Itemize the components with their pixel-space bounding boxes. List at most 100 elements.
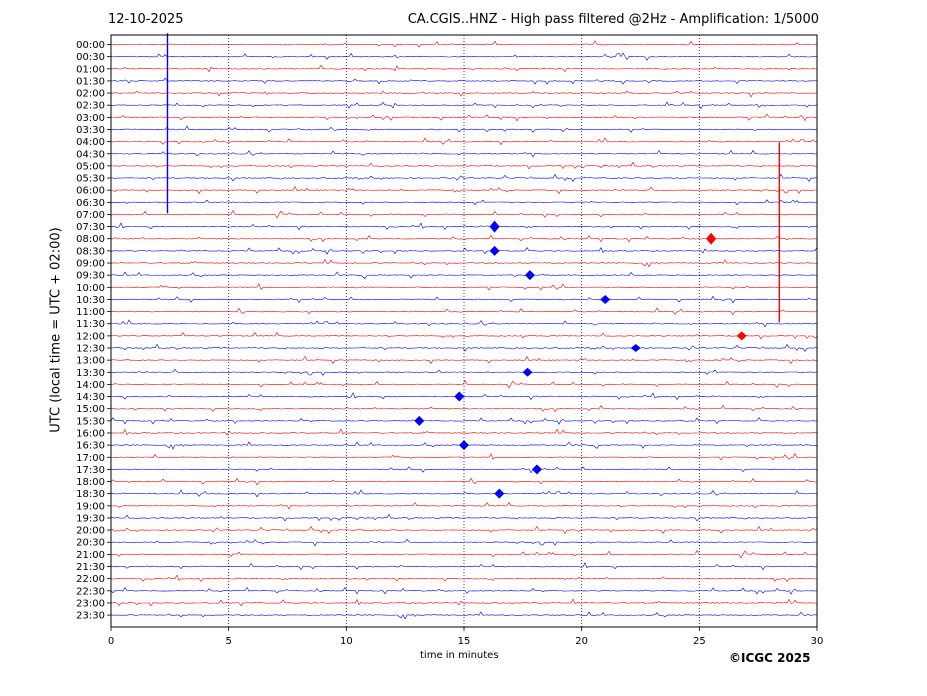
y-tick-label: 11:00 [76,307,105,318]
y-tick-label: 10:00 [76,283,105,294]
x-tick-label: 10 [340,636,353,647]
y-tick-label: 03:30 [76,125,105,136]
copyright-label: ©ICGC 2025 [729,651,811,665]
y-tick-label: 00:30 [76,52,105,63]
event-burst [706,232,717,245]
event-burst [736,331,747,341]
y-tick-label: 10:30 [76,295,105,306]
trace-row [110,271,818,279]
event-burst [454,391,465,402]
y-tick-label: 11:30 [76,319,105,330]
trace-row [110,525,818,535]
y-tick-label: 23:30 [76,611,105,622]
y-tick-label: 19:00 [76,501,105,512]
event-spike [706,232,717,245]
trace-row [110,209,818,219]
event-burst [600,294,611,304]
x-tick-label: 30 [811,636,824,647]
event-spike [736,331,747,341]
event-burst [414,415,425,426]
event-spike [531,464,542,475]
trace-row [110,149,818,158]
y-tick-label: 12:00 [76,331,105,342]
trace-row [110,161,818,170]
y-tick-label: 14:00 [76,380,105,391]
x-tick-label: 5 [225,636,231,647]
trace-row [110,222,818,231]
event-burst [489,220,500,233]
date-label: 12-10-2025 [108,12,184,27]
y-tick-label: 08:00 [76,234,105,245]
y-tick-label: 01:30 [76,76,105,87]
event-burst [494,488,505,499]
y-tick-label: 00:00 [76,40,105,51]
trace-row [110,137,818,146]
y-tick-label: 06:00 [76,186,105,197]
y-tick-label: 17:00 [76,453,105,464]
y-tick-label: 20:00 [76,526,105,537]
event-spike [489,220,500,233]
trace-row [110,185,817,195]
y-tick-label: 18:30 [76,489,105,500]
event-spike [414,415,425,426]
trace-row [110,428,818,436]
trace-row [110,199,818,206]
y-tick-label: 02:30 [76,101,105,112]
y-tick-label: 02:00 [76,89,105,100]
y-tick-label: 09:00 [76,259,105,270]
y-tick-label: 04:30 [76,149,105,160]
y-tick-label: 21:30 [76,562,105,573]
event-burst [630,344,641,352]
x-tick-label: 25 [693,636,706,647]
plot-frame [110,34,818,628]
x-tick-label: 20 [575,636,588,647]
event-burst [531,464,542,475]
event-spike [522,367,533,377]
trace-row [110,101,818,110]
event-spike [600,294,611,304]
trace-row [110,113,818,122]
trace-row [110,379,818,389]
x-tick-label: 15 [458,636,471,647]
trace-row [110,453,818,461]
trace-row [110,477,818,486]
event-spike [459,440,469,451]
y-tick-label: 12:30 [76,344,105,355]
y-tick-label: 08:30 [76,246,105,257]
y-tick-label: 23:00 [76,598,105,609]
trace-row [110,417,818,425]
y-tick-label: 06:30 [76,198,105,209]
y-tick-label: 18:00 [76,477,105,488]
grid-layer [228,35,700,627]
y-tick-label: 20:30 [76,538,105,549]
y-tick-label: 21:00 [76,550,105,561]
event-spike [494,488,505,499]
y-tick-label: 04:00 [76,137,105,148]
trace-row [110,598,818,607]
event-burst [459,440,469,451]
y-tick-label: 13:00 [76,356,105,367]
trace-row [110,466,818,474]
event-spike [524,270,535,281]
trace-row [110,125,818,133]
trace-row [110,489,818,498]
y-tick-label: 05:00 [76,161,105,172]
chart-title: CA.CGIS..HNZ - High pass filtered @2Hz -… [407,12,819,27]
event-burst [489,245,500,256]
y-tick-label: 05:30 [76,174,105,185]
y-tick-label: 22:00 [76,574,105,585]
trace-row [110,234,818,243]
y-tick-label: 03:00 [76,113,105,124]
trace-row [110,331,818,340]
y-tick-label: 09:30 [76,271,105,282]
trace-row [110,368,818,376]
trace-row [110,173,818,182]
y-tick-label: 07:00 [76,210,105,221]
event-burst [522,367,533,377]
y-tick-label: 14:30 [76,392,105,403]
event-spike [630,344,641,352]
x-axis: 0 5 10 15 20 25 30 [108,627,824,647]
y-tick-label: 07:30 [76,222,105,233]
y-tick-label: 22:30 [76,586,105,597]
